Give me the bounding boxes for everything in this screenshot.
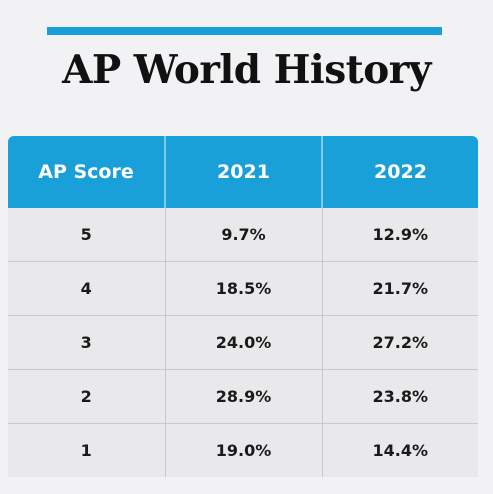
value-cell-2022: 12.9% xyxy=(322,208,478,262)
table-row: 2 28.9% 23.8% xyxy=(8,369,478,424)
page-title: AP World History xyxy=(62,47,431,93)
accent-bar xyxy=(47,27,442,35)
table-row: 5 9.7% 12.9% xyxy=(8,208,478,262)
score-cell: 4 xyxy=(8,261,166,316)
table-row: 1 19.0% 14.4% xyxy=(8,423,478,477)
column-header-2022: 2022 xyxy=(322,136,478,208)
value-cell-2021: 19.0% xyxy=(165,423,323,477)
score-cell: 3 xyxy=(8,315,166,370)
value-cell-2021: 24.0% xyxy=(165,315,323,370)
score-cell: 1 xyxy=(8,423,166,477)
score-table-container: AP Score 2021 2022 5 9.7% 12.9% 4 18.5% … xyxy=(8,136,478,486)
column-header-2021: 2021 xyxy=(165,136,323,208)
value-cell-2022: 23.8% xyxy=(322,369,478,424)
column-header-ap-score: AP Score xyxy=(8,136,166,208)
score-table: AP Score 2021 2022 5 9.7% 12.9% 4 18.5% … xyxy=(8,136,478,477)
value-cell-2021: 9.7% xyxy=(165,208,323,262)
value-cell-2022: 14.4% xyxy=(322,423,478,477)
value-cell-2022: 21.7% xyxy=(322,261,478,316)
table-header-row: AP Score 2021 2022 xyxy=(8,136,478,208)
value-cell-2021: 28.9% xyxy=(165,369,323,424)
score-cell: 5 xyxy=(8,208,166,262)
value-cell-2021: 18.5% xyxy=(165,261,323,316)
value-cell-2022: 27.2% xyxy=(322,315,478,370)
score-cell: 2 xyxy=(8,369,166,424)
table-row: 3 24.0% 27.2% xyxy=(8,315,478,370)
table-row: 4 18.5% 21.7% xyxy=(8,261,478,316)
